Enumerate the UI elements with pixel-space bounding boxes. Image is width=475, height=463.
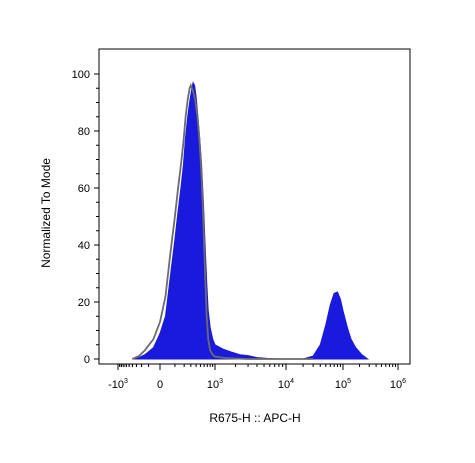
plot-frame (98, 48, 411, 365)
x-axis-label: R675-H :: APC-H (209, 411, 300, 425)
x-tick-label: 0 (157, 379, 163, 391)
y-tick-label: 80 (78, 126, 90, 138)
y-tick-label: 100 (72, 69, 90, 81)
x-tick-label: 105 (335, 378, 351, 391)
y-axis: 0 20 40 60 80 100 (72, 69, 99, 366)
x-tick-label: 106 (390, 378, 406, 391)
y-tick-label: 0 (84, 354, 90, 366)
x-tick-label: 103 (207, 378, 223, 391)
series-1-histogram (132, 83, 314, 360)
y-tick-label: 20 (78, 297, 90, 309)
y-tick-label: 60 (78, 183, 90, 195)
y-axis-label: Normalized To Mode (39, 158, 53, 268)
y-tick-label: 40 (78, 240, 90, 252)
x-tick-label: -103 (108, 378, 128, 391)
plot-area (132, 81, 370, 360)
x-tick-label: 104 (278, 378, 294, 391)
series-0-histogram (132, 81, 370, 360)
x-axis: -103 0 103 104 105 106 (108, 364, 406, 391)
